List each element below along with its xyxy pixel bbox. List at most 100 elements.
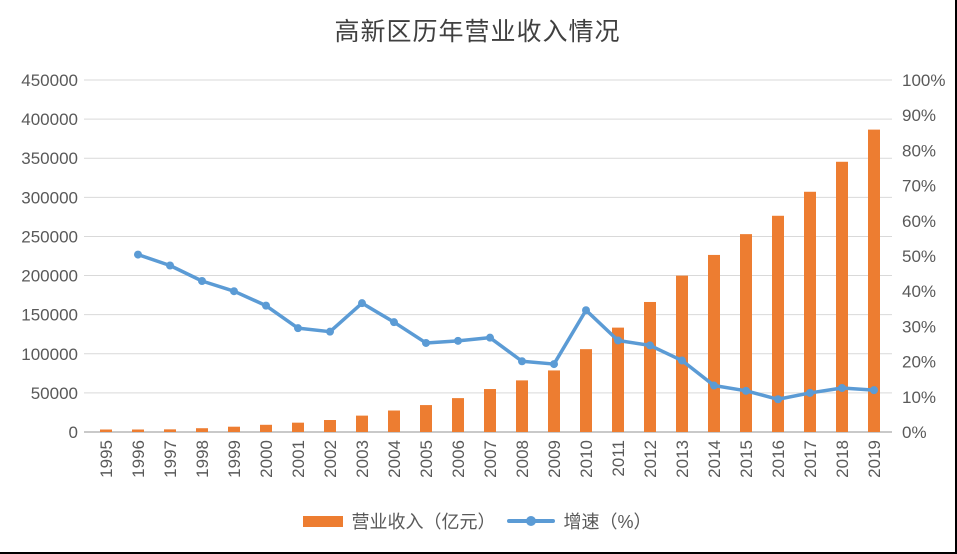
x-axis-label-2004: 2004 [385, 440, 404, 478]
y-axis-left-label: 350000 [21, 149, 78, 168]
y-axis-right-label: 100% [902, 71, 945, 90]
bar-2003 [356, 415, 368, 432]
chart-legend: 营业收入（亿元） 增速（%） [0, 508, 955, 534]
x-axis-label-2000: 2000 [257, 440, 276, 478]
bar-2007 [484, 389, 496, 432]
growth-marker-2007 [486, 333, 494, 342]
x-axis-label-2017: 2017 [801, 440, 820, 478]
x-axis-label-2015: 2015 [737, 440, 756, 478]
legend-label-growth: 增速（%） [563, 512, 652, 532]
x-axis-label-2013: 2013 [673, 440, 692, 478]
y-axis-left-label: 150000 [21, 306, 78, 325]
bar-1998 [196, 428, 208, 432]
growth-marker-2006 [454, 336, 462, 345]
bar-2014 [708, 254, 720, 432]
growth-marker-2004 [390, 318, 398, 327]
y-axis-right-label: 30% [902, 317, 936, 336]
y-axis-right-label: 0% [902, 423, 927, 442]
growth-marker-2002 [326, 327, 334, 336]
bar-2012 [644, 301, 656, 432]
growth-marker-2015 [742, 386, 750, 395]
y-axis-right-label: 40% [902, 282, 936, 301]
x-axis-label-2002: 2002 [321, 440, 340, 478]
y-axis-right-label: 60% [902, 212, 936, 231]
bar-1999 [228, 426, 240, 432]
bar-2000 [260, 424, 272, 432]
bar-2004 [388, 410, 400, 432]
x-axis-label-2012: 2012 [641, 440, 660, 478]
growth-marker-1997 [166, 261, 174, 270]
bar-2002 [324, 420, 336, 432]
growth-marker-2018 [838, 384, 846, 392]
bar-2009 [548, 370, 560, 432]
growth-marker-1998 [198, 276, 206, 285]
x-axis-label-2016: 2016 [769, 440, 788, 478]
growth-marker-2017 [806, 388, 814, 397]
x-axis-label-2005: 2005 [417, 440, 436, 478]
y-axis-left-label: 200000 [21, 267, 78, 286]
bar-2005 [420, 405, 432, 432]
x-axis-label-2007: 2007 [481, 440, 500, 478]
y-axis-left-label: 250000 [21, 227, 78, 246]
growth-marker-1996 [134, 250, 142, 259]
x-axis-label-1999: 1999 [225, 440, 244, 478]
x-axis-label-2014: 2014 [705, 440, 724, 478]
growth-marker-2008 [518, 357, 526, 366]
y-axis-left-label: 450000 [21, 71, 78, 90]
bar-2019 [868, 129, 880, 432]
growth-marker-2009 [550, 360, 558, 369]
bar-2011 [612, 327, 624, 432]
legend-item-revenue: 营业收入（亿元） [303, 508, 495, 534]
x-axis-label-1996: 1996 [129, 440, 148, 478]
growth-marker-2019 [870, 386, 878, 395]
bar-2010 [580, 349, 592, 432]
y-axis-right-label: 80% [902, 141, 936, 160]
growth-marker-2011 [614, 336, 622, 345]
x-axis-label-1998: 1998 [193, 440, 212, 478]
y-axis-right-label: 50% [902, 247, 936, 266]
growth-marker-2014 [710, 381, 718, 390]
y-axis-right-label: 20% [902, 353, 936, 372]
bar-2006 [452, 398, 464, 432]
x-axis-label-2011: 2011 [609, 440, 628, 477]
y-axis-right-label: 70% [902, 177, 936, 196]
legend-line-swatch-icon [507, 516, 556, 526]
growth-marker-1999 [230, 287, 238, 296]
bar-2008 [516, 380, 528, 432]
growth-marker-2001 [294, 324, 302, 333]
growth-marker-2000 [262, 301, 270, 310]
x-axis-label-1997: 1997 [161, 440, 180, 478]
growth-line [136, 252, 876, 402]
x-axis-label-2008: 2008 [513, 440, 532, 478]
bar-2016 [772, 215, 784, 432]
bar-2015 [740, 234, 752, 432]
x-axis-label-2010: 2010 [577, 440, 596, 478]
y-axis-left-label: 50000 [31, 384, 78, 403]
y-axis-left-label: 0 [69, 423, 78, 442]
growth-marker-2013 [678, 356, 686, 365]
x-axis-label-2018: 2018 [833, 440, 852, 478]
bar-1995 [100, 429, 112, 432]
y-axis-left-label: 100000 [21, 345, 78, 364]
bar-2018 [836, 161, 848, 432]
growth-marker-2016 [774, 395, 782, 404]
x-axis-label-2006: 2006 [449, 440, 468, 478]
chart-title: 高新区历年营业收入情况 [334, 17, 621, 46]
growth-marker-2010 [582, 306, 590, 315]
legend-item-growth: 增速（%） [507, 508, 652, 534]
legend-bar-swatch-icon [303, 515, 344, 527]
x-axis-label-2009: 2009 [545, 440, 564, 478]
growth-marker-2003 [358, 299, 366, 308]
x-axis-label-2003: 2003 [353, 440, 372, 478]
x-axis-label-1995: 1995 [97, 440, 116, 478]
growth-marker-2012 [646, 341, 654, 350]
x-axis-label-2001: 2001 [289, 440, 308, 478]
bar-1996 [132, 429, 144, 432]
growth-marker-2005 [422, 338, 430, 347]
y-axis-left-label: 400000 [21, 110, 78, 129]
bar-2017 [804, 191, 816, 432]
bar-2013 [676, 275, 688, 432]
x-axis-label-2019: 2019 [865, 440, 884, 478]
